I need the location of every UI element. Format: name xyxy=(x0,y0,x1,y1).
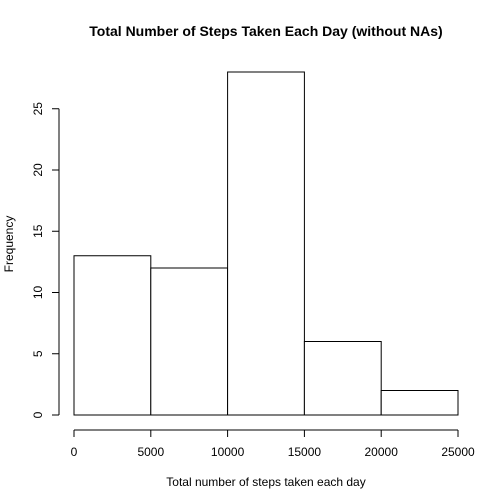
histogram-bar-0 xyxy=(74,256,151,415)
y-tick-label-5: 25 xyxy=(31,102,45,116)
histogram-bar-1 xyxy=(151,268,228,415)
x-axis-label: Total number of steps taken each day xyxy=(166,475,365,489)
y-axis-label: Frequency xyxy=(2,216,16,273)
x-axis: 0 5000 10000 15000 20000 25000 xyxy=(71,430,475,459)
y-tick-label-1: 5 xyxy=(31,350,45,357)
y-axis: 0 5 10 15 20 25 xyxy=(31,102,59,419)
chart-title: Total Number of Steps Taken Each Day (wi… xyxy=(89,23,442,39)
x-tick-label-3: 15000 xyxy=(288,445,322,459)
x-tick-label-0: 0 xyxy=(71,445,78,459)
x-tick-label-1: 5000 xyxy=(137,445,164,459)
y-tick-label-2: 10 xyxy=(31,286,45,300)
x-tick-label-2: 10000 xyxy=(211,445,245,459)
y-tick-label-3: 15 xyxy=(31,224,45,238)
x-tick-label-5: 25000 xyxy=(441,445,475,459)
histogram-bar-2 xyxy=(228,72,305,415)
y-tick-label-0: 0 xyxy=(31,411,45,418)
histogram-bar-3 xyxy=(304,342,381,416)
histogram-bars xyxy=(74,72,458,415)
x-tick-label-4: 20000 xyxy=(365,445,399,459)
y-tick-label-4: 20 xyxy=(31,163,45,177)
histogram-bar-4 xyxy=(381,391,458,416)
